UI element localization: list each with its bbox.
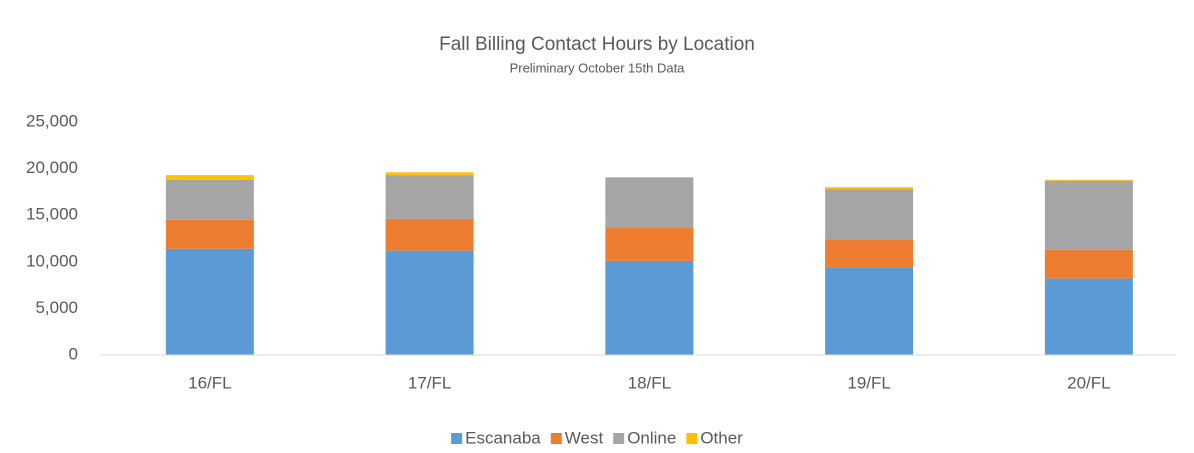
chart-subtitle: Preliminary October 15th Data: [510, 60, 686, 75]
x-tick-label: 19/FL: [847, 373, 890, 392]
bar-segment: [1044, 180, 1133, 250]
legend-swatch: [550, 433, 562, 444]
bar-segment: [825, 187, 914, 190]
chart-title: Fall Billing Contact Hours by Location: [439, 34, 755, 55]
bar-segment: [825, 239, 914, 268]
bar-segment: [165, 175, 254, 180]
y-tick-label: 15,000: [26, 205, 78, 224]
bar-segment: [605, 227, 694, 261]
bar-segment: [605, 177, 694, 228]
bar-segment: [1044, 179, 1133, 181]
y-tick-label: 5,000: [35, 298, 78, 317]
legend-label: West: [565, 428, 604, 447]
y-tick-label: 20,000: [26, 158, 78, 177]
bar-segment: [165, 179, 254, 220]
bar-segment: [605, 176, 694, 178]
legend-label: Online: [627, 428, 676, 447]
bar-segment: [385, 172, 474, 176]
bar-segment: [165, 219, 254, 249]
bar-segment: [825, 267, 914, 355]
x-tick-label: 16/FL: [188, 373, 231, 392]
legend-label: Escanaba: [465, 428, 541, 447]
bar-segment: [385, 218, 474, 251]
bar-segment: [1044, 249, 1133, 279]
y-tick-label: 0: [69, 344, 78, 363]
legend-label: Other: [700, 428, 743, 447]
y-tick-label: 25,000: [26, 111, 78, 130]
legend-swatch: [451, 433, 463, 444]
x-tick-label: 20/FL: [1067, 373, 1110, 392]
bar-segment: [1044, 278, 1133, 355]
x-tick-label: 17/FL: [408, 373, 451, 392]
bar-segment: [165, 248, 254, 355]
legend-swatch: [613, 433, 625, 444]
bar-segment: [385, 250, 474, 355]
bar-segment: [605, 260, 694, 355]
bar-segment: [385, 175, 474, 219]
x-tick-label: 18/FL: [628, 373, 671, 392]
bar-segment: [825, 189, 914, 240]
legend-swatch: [686, 433, 698, 444]
y-tick-label: 10,000: [26, 251, 78, 270]
